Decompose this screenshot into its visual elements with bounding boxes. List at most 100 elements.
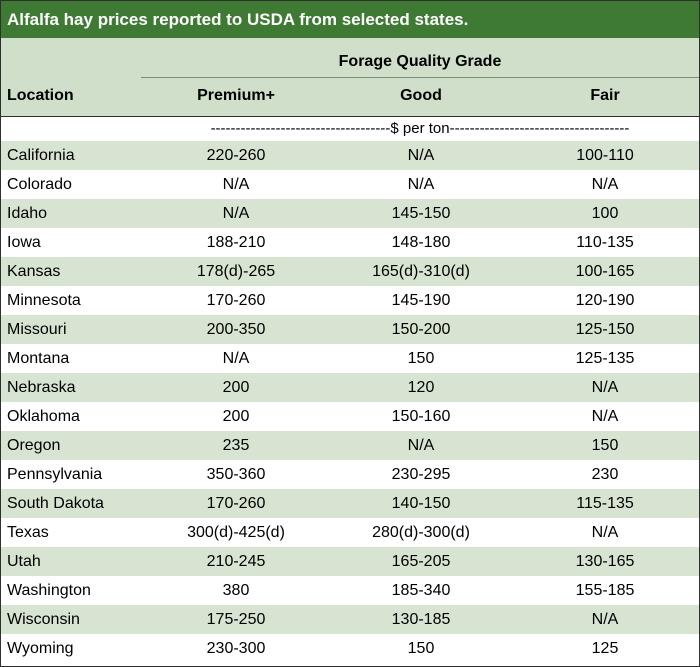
cell-fair: 120-190 <box>575 292 635 309</box>
table-row: Minnesota 170-260 145-190 120-190 <box>1 286 699 315</box>
table-row: Iowa 188-210 148-180 110-135 <box>1 228 699 257</box>
group-header-underline <box>141 77 699 78</box>
cell-good: 130-185 <box>391 611 451 628</box>
table-row: Kansas 178(d)-265 165(d)-310(d) 100-165 <box>1 257 699 286</box>
cell-location: Missouri <box>7 321 67 338</box>
cell-good: 150-200 <box>391 321 451 338</box>
table-title: Alfalfa hay prices reported to USDA from… <box>1 1 699 38</box>
cell-location: California <box>7 147 75 164</box>
cell-good: N/A <box>407 437 435 454</box>
table-row: Pennsylvania 350-360 230-295 230 <box>1 460 699 489</box>
cell-premium: 350-360 <box>206 466 266 483</box>
cell-location: Idaho <box>7 205 48 222</box>
cell-good: 145-190 <box>391 292 451 309</box>
cell-fair: 100 <box>591 205 619 222</box>
cell-location: Montana <box>7 350 70 367</box>
cell-location: Utah <box>7 553 41 570</box>
cell-fair: 125-150 <box>575 321 635 338</box>
table-body: California 220-260 N/A 100-110 Colorado N/A N/… <box>1 141 699 663</box>
table-row: Oklahoma 200 150-160 N/A <box>1 402 699 431</box>
cell-premium: 175-250 <box>206 611 266 628</box>
column-header-location: Location <box>7 87 74 104</box>
table-row: South Dakota 170-260 140-150 115-135 <box>1 489 699 518</box>
cell-fair: 100-165 <box>575 263 635 280</box>
cell-premium: N/A <box>222 205 250 222</box>
cell-good: N/A <box>407 147 435 164</box>
unit-label: ------------------------------------$ pe… <box>210 120 630 137</box>
cell-premium: 170-260 <box>206 292 266 309</box>
cell-premium: 178(d)-265 <box>196 263 276 280</box>
header-divider <box>1 116 699 117</box>
cell-location: Kansas <box>7 263 61 280</box>
cell-good: 165(d)-310(d) <box>372 263 470 280</box>
cell-premium: 200 <box>222 379 250 396</box>
cell-premium: N/A <box>222 176 250 193</box>
table-row: Utah 210-245 165-205 130-165 <box>1 547 699 576</box>
table-row: Missouri 200-350 150-200 125-150 <box>1 315 699 344</box>
column-header-premium: Premium+ <box>197 87 275 104</box>
group-header: Forage Quality Grade <box>338 53 502 70</box>
cell-location: Oklahoma <box>7 408 80 425</box>
table-row: Idaho N/A 145-150 100 <box>1 199 699 228</box>
cell-premium: 300(d)-425(d) <box>187 524 285 541</box>
cell-fair: N/A <box>591 524 619 541</box>
cell-fair: N/A <box>591 379 619 396</box>
cell-fair: 230 <box>591 466 619 483</box>
cell-good: N/A <box>407 176 435 193</box>
cell-location: Wisconsin <box>7 611 80 628</box>
column-header-good: Good <box>400 87 442 104</box>
table-row: Montana N/A 150 125-135 <box>1 344 699 373</box>
cell-premium: 235 <box>222 437 250 454</box>
table-row: Washington 380 185-340 155-185 <box>1 576 699 605</box>
table-row: Texas 300(d)-425(d) 280(d)-300(d) N/A <box>1 518 699 547</box>
cell-premium: 200 <box>222 408 250 425</box>
cell-fair: 110-135 <box>576 234 634 251</box>
cell-fair: 125 <box>591 640 619 657</box>
table-row: Oregon 235 N/A 150 <box>1 431 699 460</box>
cell-location: Wyoming <box>7 640 74 657</box>
cell-fair: 130-165 <box>575 553 635 570</box>
cell-fair: 150 <box>591 437 619 454</box>
cell-location: Oregon <box>7 437 61 454</box>
cell-fair: 100-110 <box>576 147 634 164</box>
cell-premium: 220-260 <box>206 147 266 164</box>
cell-good: 230-295 <box>391 466 451 483</box>
table-header: Forage Quality Grade Location Premium+ G… <box>1 38 699 117</box>
cell-premium: 200-350 <box>206 321 266 338</box>
cell-location: Pennsylvania <box>7 466 103 483</box>
cell-location: Minnesota <box>7 292 81 309</box>
cell-good: 150 <box>407 640 435 657</box>
cell-fair: N/A <box>591 611 619 628</box>
cell-good: 150-160 <box>391 408 451 425</box>
cell-good: 148-180 <box>391 234 451 251</box>
cell-good: 145-150 <box>391 205 451 222</box>
cell-good: 150 <box>407 350 435 367</box>
cell-fair: 115-135 <box>576 495 634 512</box>
cell-premium: 170-260 <box>206 495 266 512</box>
cell-location: Texas <box>7 524 49 541</box>
cell-location: South Dakota <box>7 495 104 512</box>
cell-good: 165-205 <box>391 553 451 570</box>
table-row: Wisconsin 175-250 130-185 N/A <box>1 605 699 634</box>
column-header-fair: Fair <box>590 87 620 104</box>
cell-fair: 125-135 <box>575 350 635 367</box>
table-row: California 220-260 N/A 100-110 <box>1 141 699 170</box>
cell-fair: N/A <box>591 408 619 425</box>
unit-row: ------------------------------------$ pe… <box>1 117 699 141</box>
table-row: Nebraska 200 120 N/A <box>1 373 699 402</box>
cell-premium: N/A <box>222 350 250 367</box>
cell-good: 140-150 <box>391 495 451 512</box>
cell-premium: 380 <box>222 582 250 599</box>
cell-location: Nebraska <box>7 379 76 396</box>
cell-premium: 188-210 <box>206 234 266 251</box>
cell-fair: N/A <box>591 176 619 193</box>
cell-location: Colorado <box>7 176 72 193</box>
cell-location: Iowa <box>7 234 41 251</box>
table-row: Wyoming 230-300 150 125 <box>1 634 699 663</box>
cell-premium: 210-245 <box>206 553 266 570</box>
cell-good: 185-340 <box>391 582 451 599</box>
cell-good: 280(d)-300(d) <box>372 524 470 541</box>
cell-premium: 230-300 <box>206 640 266 657</box>
cell-good: 120 <box>407 379 435 396</box>
